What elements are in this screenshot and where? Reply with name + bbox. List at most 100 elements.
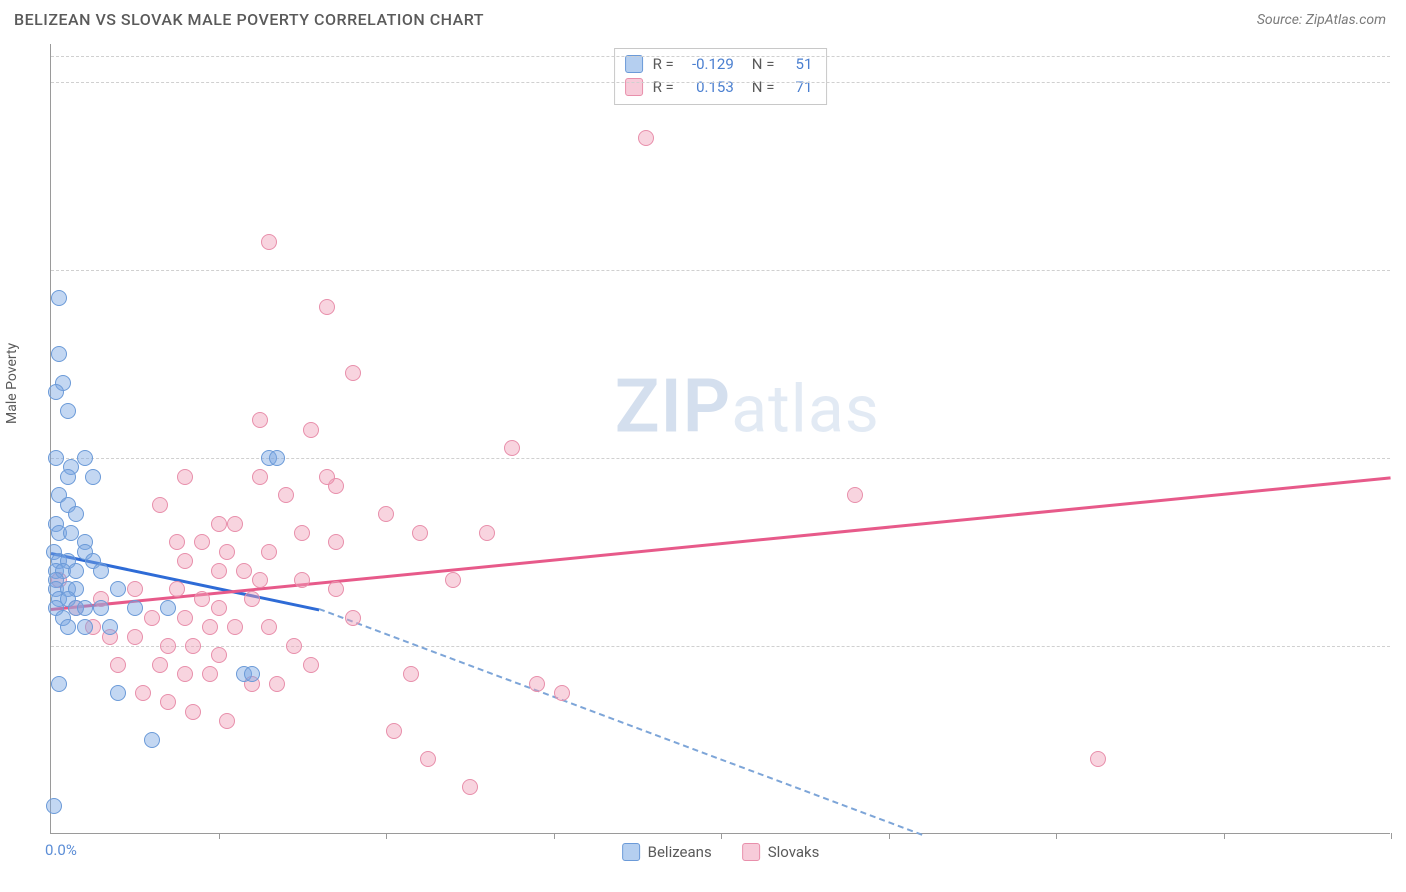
data-point-belizean <box>51 676 67 692</box>
data-point-slovak <box>244 591 260 607</box>
data-point-slovak <box>185 638 201 654</box>
data-point-belizean <box>127 600 143 616</box>
data-point-slovak <box>294 572 310 588</box>
swatch-pink-icon <box>625 78 643 96</box>
data-point-slovak <box>319 299 335 315</box>
data-point-slovak <box>252 412 268 428</box>
data-point-belizean <box>77 600 93 616</box>
x-tick <box>386 833 387 839</box>
data-point-belizean <box>51 346 67 362</box>
x-axis-min-label: 0.0% <box>45 841 77 859</box>
source-attribution: Source: ZipAtlas.com <box>1257 12 1386 28</box>
gridline <box>51 646 1390 647</box>
legend-label: Belizeans <box>648 843 712 861</box>
r-value: 0.153 <box>684 76 734 99</box>
data-point-slovak <box>328 534 344 550</box>
data-point-slovak <box>319 469 335 485</box>
series-legend: Belizeans Slovaks <box>622 843 820 861</box>
swatch-blue-icon <box>625 55 643 73</box>
data-point-belizean <box>48 450 64 466</box>
data-point-slovak <box>252 469 268 485</box>
data-point-slovak <box>211 516 227 532</box>
data-point-slovak <box>194 534 210 550</box>
data-point-belizean <box>110 581 126 597</box>
data-point-slovak <box>847 487 863 503</box>
data-point-slovak <box>462 779 478 795</box>
data-point-slovak <box>303 657 319 673</box>
data-point-belizean <box>60 403 76 419</box>
data-point-slovak <box>261 544 277 560</box>
data-point-slovak <box>269 676 285 692</box>
data-point-slovak <box>202 619 218 635</box>
data-point-belizean <box>93 563 109 579</box>
data-point-slovak <box>420 751 436 767</box>
data-point-slovak <box>261 619 277 635</box>
data-point-belizean <box>144 732 160 748</box>
scatter-chart: ZIPatlas R = -0.129 N = 51 R = 0.153 N =… <box>50 44 1390 834</box>
data-point-slovak <box>504 440 520 456</box>
legend-row-slovaks: R = 0.153 N = 71 <box>625 76 813 99</box>
data-point-slovak <box>177 666 193 682</box>
data-point-slovak <box>135 685 151 701</box>
n-value: 71 <box>784 76 812 99</box>
data-point-slovak <box>169 581 185 597</box>
data-point-slovak <box>403 666 419 682</box>
n-label: N = <box>752 76 775 99</box>
data-point-belizean <box>93 600 109 616</box>
data-point-belizean <box>102 619 118 635</box>
data-point-slovak <box>152 657 168 673</box>
data-point-belizean <box>68 506 84 522</box>
r-label: R = <box>653 76 674 99</box>
y-axis-label: Male Poverty <box>4 343 20 424</box>
data-point-slovak <box>638 130 654 146</box>
data-point-slovak <box>144 610 160 626</box>
data-point-slovak <box>127 581 143 597</box>
data-point-slovak <box>177 469 193 485</box>
data-point-slovak <box>211 563 227 579</box>
legend-item-slovaks: Slovaks <box>742 843 820 861</box>
data-point-slovak <box>177 610 193 626</box>
data-point-belizean <box>160 600 176 616</box>
data-point-slovak <box>378 506 394 522</box>
data-point-slovak <box>479 525 495 541</box>
gridline <box>51 82 1390 83</box>
gridline <box>51 458 1390 459</box>
x-tick <box>889 833 890 839</box>
data-point-slovak <box>169 534 185 550</box>
legend-item-belizeans: Belizeans <box>622 843 712 861</box>
data-point-slovak <box>160 638 176 654</box>
data-point-slovak <box>177 553 193 569</box>
data-point-slovak <box>202 666 218 682</box>
data-point-slovak <box>529 676 545 692</box>
data-point-slovak <box>194 591 210 607</box>
data-point-belizean <box>110 685 126 701</box>
data-point-belizean <box>68 563 84 579</box>
data-point-slovak <box>152 497 168 513</box>
chart-title: BELIZEAN VS SLOVAK MALE POVERTY CORRELAT… <box>14 10 484 29</box>
x-tick <box>1391 833 1392 839</box>
data-point-belizean <box>77 619 93 635</box>
data-point-slovak <box>185 704 201 720</box>
swatch-pink-icon <box>742 843 760 861</box>
x-tick <box>1056 833 1057 839</box>
data-point-belizean <box>269 450 285 466</box>
data-point-belizean <box>48 384 64 400</box>
data-point-slovak <box>294 525 310 541</box>
data-point-slovak <box>328 581 344 597</box>
data-point-slovak <box>261 234 277 250</box>
data-point-belizean <box>77 450 93 466</box>
legend-label: Slovaks <box>768 843 820 861</box>
data-point-belizean <box>46 798 62 814</box>
data-point-slovak <box>227 619 243 635</box>
swatch-blue-icon <box>622 843 640 861</box>
x-tick <box>721 833 722 839</box>
data-point-belizean <box>244 666 260 682</box>
data-point-slovak <box>278 487 294 503</box>
gridline <box>51 270 1390 271</box>
watermark: ZIPatlas <box>615 363 880 450</box>
data-point-belizean <box>85 469 101 485</box>
data-point-slovak <box>345 610 361 626</box>
x-tick <box>554 833 555 839</box>
data-point-slovak <box>412 525 428 541</box>
x-tick <box>1224 833 1225 839</box>
